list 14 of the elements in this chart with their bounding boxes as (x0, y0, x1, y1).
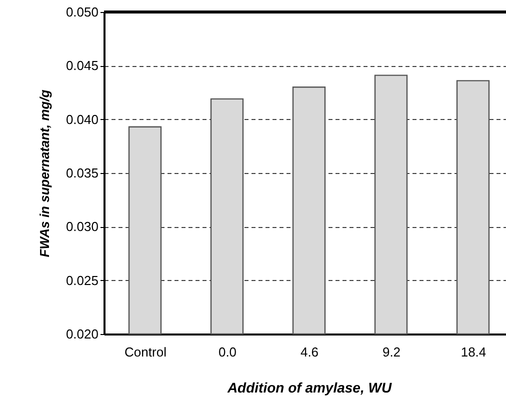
y-tick-label: 0.040 (66, 112, 98, 127)
x-tick-label: Control (124, 344, 167, 360)
y-tick-label: 0.025 (66, 272, 98, 288)
x-tick-label: 0.0 (218, 344, 237, 360)
y-tick-label: 0.020 (66, 326, 98, 342)
x-tick-label: 18.4 (460, 344, 486, 360)
y-tick-label: 0.050 (66, 4, 98, 20)
y-tick-label: 0.045 (66, 58, 98, 74)
x-axis-title: Addition of amylase, WU (226, 380, 392, 396)
x-tick-label: 9.2 (382, 344, 401, 360)
y-tick-label: 0.030 (66, 219, 98, 234)
y-tick-label: 0.035 (66, 166, 98, 180)
y-axis-title: FWAs in supernatant, mg/g (36, 90, 52, 258)
x-tick-label: 4.6 (300, 344, 319, 360)
